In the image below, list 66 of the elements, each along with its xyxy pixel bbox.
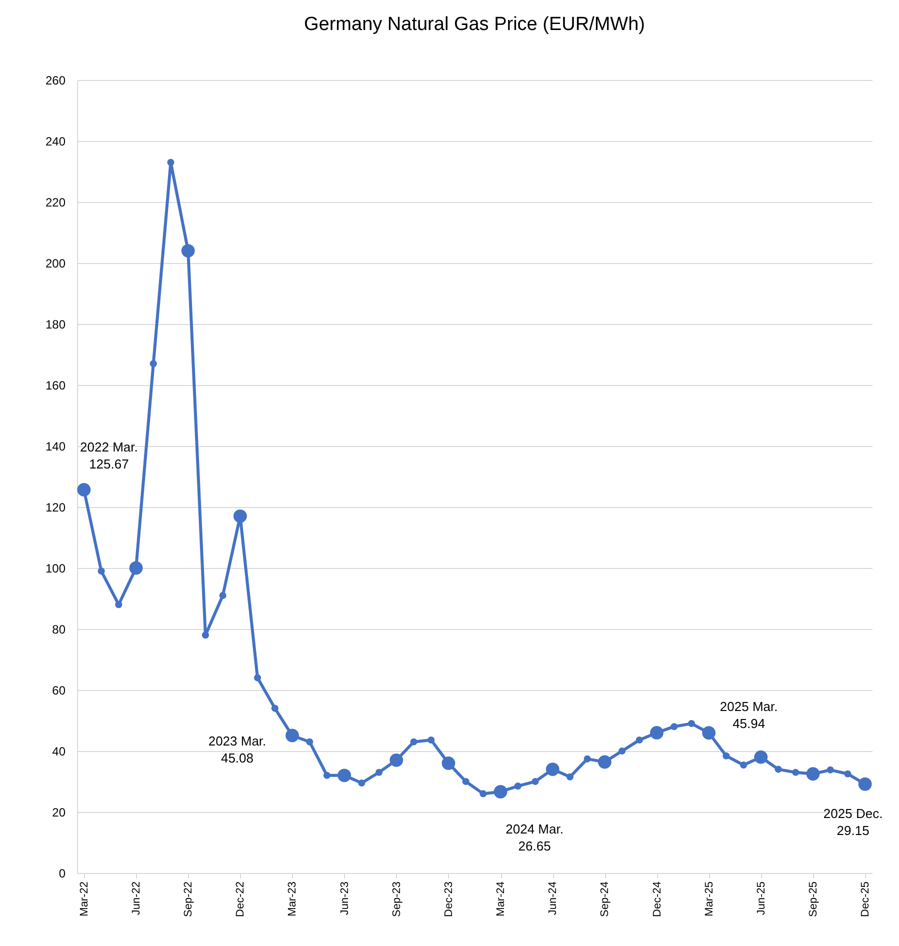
point xyxy=(514,782,522,790)
point xyxy=(98,568,105,575)
y-tick-label: 120 xyxy=(45,500,66,514)
y-tick-label: 160 xyxy=(45,378,66,392)
point xyxy=(774,766,782,773)
point xyxy=(844,770,852,778)
point xyxy=(670,723,678,730)
y-tick-label: 260 xyxy=(45,74,66,88)
x-tick-label: Mar-22 xyxy=(78,882,90,916)
point xyxy=(584,755,591,762)
point xyxy=(740,762,748,769)
point xyxy=(532,778,539,786)
y-tick-label: 40 xyxy=(52,744,66,758)
y-tick-label: 60 xyxy=(52,684,66,698)
x-tick-label: Jun-24 xyxy=(547,882,560,916)
y-tick-label: 140 xyxy=(45,440,66,454)
point xyxy=(410,738,418,746)
y-tick-label: 0 xyxy=(58,866,66,880)
point xyxy=(566,773,574,780)
point xyxy=(323,772,330,779)
y-tick-label: 20 xyxy=(52,806,66,820)
y-tick-label: 80 xyxy=(52,622,66,636)
point xyxy=(219,592,226,599)
y-tick-label: 200 xyxy=(45,256,66,270)
x-tick-label: Sep-22 xyxy=(182,882,195,917)
x-tick-label: Sep-24 xyxy=(599,882,612,917)
annotation: 2025 Mar. 45.94 xyxy=(720,698,778,731)
y-tick-label: 100 xyxy=(45,562,66,576)
x-tick-label: Mar-25 xyxy=(703,882,716,916)
x-tick-label: Sep-25 xyxy=(807,882,820,917)
point xyxy=(722,752,730,760)
annotation: 2024 Mar. 26.65 xyxy=(506,822,564,854)
annotation: 2022 Mar. 125.67 xyxy=(80,440,138,472)
point xyxy=(306,738,314,746)
x-tick-label: Sep-23 xyxy=(390,882,403,917)
point xyxy=(826,766,834,774)
y-tick-label: 220 xyxy=(45,196,66,210)
point xyxy=(167,158,174,166)
point xyxy=(202,632,209,639)
annotation: 2025 Dec. 29.15 xyxy=(823,806,883,838)
x-tick-label: Mar-23 xyxy=(286,882,299,916)
point xyxy=(358,779,366,787)
point xyxy=(254,674,262,682)
x-tick-label: Jun-22 xyxy=(130,882,143,916)
x-tick-label: Dec-25 xyxy=(860,882,872,917)
point xyxy=(150,360,157,368)
x-tick-label: Dec-23 xyxy=(442,882,455,917)
point xyxy=(480,790,487,798)
point xyxy=(462,778,470,786)
x-tick-label: Jun-23 xyxy=(338,882,351,916)
point xyxy=(636,736,643,744)
point xyxy=(792,768,800,776)
point xyxy=(688,720,696,728)
x-tick-label: Dec-24 xyxy=(651,882,664,917)
point xyxy=(375,768,383,776)
x-tick-label: Mar-24 xyxy=(495,882,508,916)
chart-title: Germany Natural Gas Price (EUR/MWh) xyxy=(304,14,646,35)
point xyxy=(428,736,435,744)
y-tick-label: 180 xyxy=(45,318,66,332)
x-tick-label: Dec-22 xyxy=(234,882,247,917)
point xyxy=(271,704,278,712)
x-tick-label: Jun-25 xyxy=(755,882,768,916)
point xyxy=(618,747,626,755)
annotation: 2023 Mar. 45.08 xyxy=(208,734,266,766)
y-tick-label: 240 xyxy=(45,134,66,148)
point xyxy=(115,601,122,608)
